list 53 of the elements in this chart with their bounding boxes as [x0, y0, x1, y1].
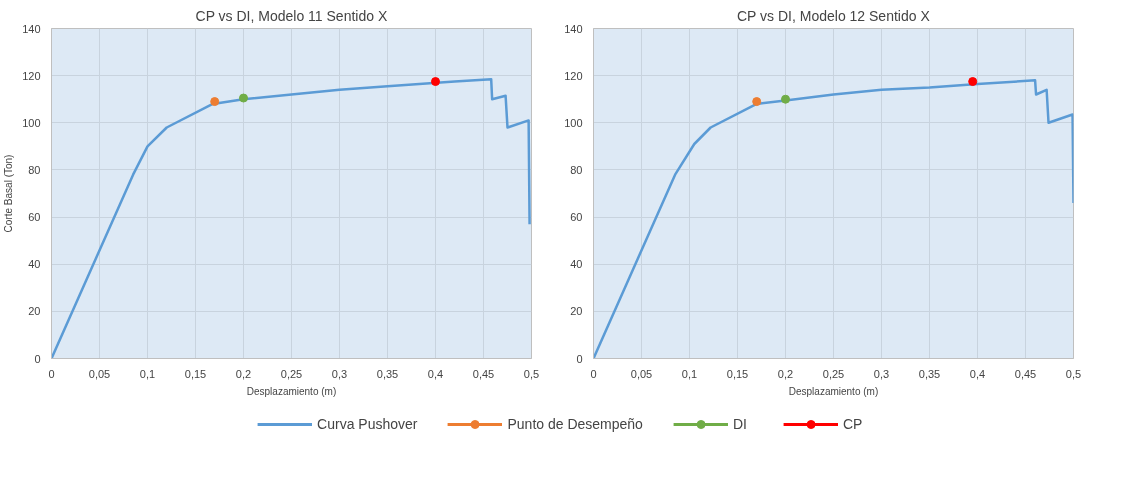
legend-label: Curva Pushover	[317, 416, 418, 432]
x-tick-label: 0,1	[139, 367, 156, 380]
legend-label: DI	[732, 416, 748, 432]
x-tick-label: 0,4	[969, 367, 986, 380]
y-tick-label: 100	[22, 116, 41, 129]
y-tick-label: 80	[570, 163, 583, 176]
x-tick-label: 0,45	[1014, 367, 1037, 380]
x-tick-label: 0,15	[184, 367, 207, 380]
x-tick-label: 0,05	[630, 367, 653, 380]
y-tick-label: 120	[564, 69, 583, 82]
x-tick-label: 0,45	[472, 367, 495, 380]
x-tick-label: 0,2	[777, 367, 794, 380]
y-tick-label: 80	[28, 163, 41, 176]
x-tick-label: 0,5	[523, 367, 540, 380]
x-tick-label: 0,25	[280, 367, 303, 380]
y-tick-label: 60	[570, 211, 583, 224]
x-tick-label: 0,4	[427, 367, 444, 380]
point	[752, 97, 762, 107]
x-tick-label: 0	[48, 367, 55, 380]
y-tick-label: 20	[28, 305, 41, 318]
y-axis-title: Corte Basal (Ton)	[3, 154, 15, 233]
chart-title: CP vs DI, Modelo 11 Sentido X	[195, 7, 388, 24]
point	[968, 77, 978, 87]
x-tick-label: 0,15	[726, 367, 749, 380]
y-tick-label: 140	[22, 22, 41, 35]
legend-label: CP	[842, 416, 863, 432]
y-tick-label: 60	[28, 211, 41, 224]
point	[239, 93, 248, 103]
x-tick-label: 0,25	[822, 367, 845, 380]
x-tick-label: 0,05	[88, 367, 111, 380]
point	[210, 97, 220, 107]
x-tick-label: 0,2	[235, 367, 252, 380]
x-tick-label: 0,1	[681, 367, 698, 380]
x-axis-title: Desplazamiento (m)	[246, 385, 337, 397]
y-tick-label: 100	[564, 116, 583, 129]
point	[431, 77, 440, 87]
y-tick-label: 0	[34, 352, 41, 365]
x-tick-label: 0,35	[376, 367, 399, 380]
point	[781, 94, 790, 104]
x-axis-title: Desplazamiento (m)	[788, 385, 879, 397]
y-tick-label: 40	[28, 258, 41, 271]
chart-title: CP vs DI, Modelo 12 Sentido X	[737, 7, 931, 24]
x-tick-label: 0,3	[331, 367, 348, 380]
x-tick-label: 0,3	[873, 367, 890, 380]
y-tick-label: 20	[570, 305, 583, 318]
legend-label: Punto de Desempeño	[507, 416, 643, 432]
y-tick-label: 140	[564, 22, 583, 35]
x-tick-label: 0,35	[918, 367, 941, 380]
x-tick-label: 0	[590, 367, 597, 380]
y-tick-label: 120	[22, 69, 41, 82]
y-tick-label: 0	[576, 352, 583, 365]
x-tick-label: 0,5	[1065, 367, 1082, 380]
y-tick-label: 40	[570, 258, 583, 271]
